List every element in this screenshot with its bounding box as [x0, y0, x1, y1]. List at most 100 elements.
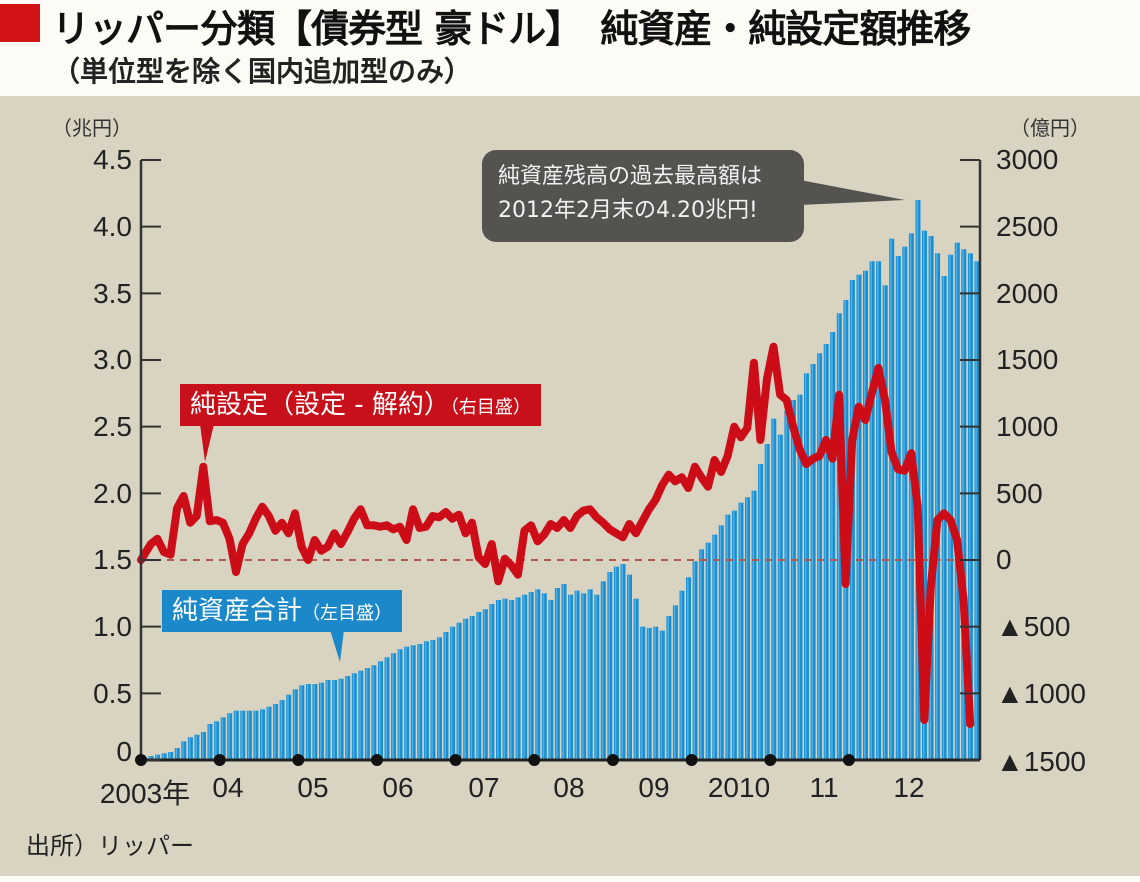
net-assets-bar [961, 249, 967, 761]
bar-highlight [582, 593, 584, 760]
net-assets-bar [161, 753, 167, 760]
bar-highlight [896, 256, 899, 760]
bar-highlight [405, 646, 407, 760]
bar-highlight [503, 598, 505, 760]
peak-callout-line2: 2012年2月末の4.20兆円! [498, 198, 758, 223]
bar-highlight [431, 640, 433, 760]
bar-highlight [654, 626, 656, 760]
bar-highlight [451, 626, 453, 760]
year-marker-dot [528, 754, 541, 766]
net-assets-bar [646, 628, 652, 760]
x-tick-label: 06 [382, 772, 414, 803]
net-assets-bar [456, 622, 462, 760]
net-assets-bar [751, 490, 757, 760]
net-assets-bar [260, 709, 265, 760]
bar-highlight [418, 644, 420, 760]
net-assets-bar [718, 525, 724, 760]
net-assets-bar [155, 754, 161, 760]
bar-highlight [516, 597, 518, 760]
left-tick-label: 1.0 [93, 611, 132, 642]
net-assets-bar [378, 661, 383, 760]
net-assets-bar [771, 418, 777, 760]
bar-highlight [706, 542, 709, 760]
net-assets-bar [535, 589, 541, 760]
net-assets-bar [541, 593, 547, 760]
net-assets-bar [967, 253, 973, 761]
net-assets-bar [869, 261, 875, 760]
x-tick-label: 11 [809, 772, 839, 803]
net-assets-bar [882, 285, 888, 760]
net-assets-bar [954, 242, 960, 760]
left-tick-label: 0.5 [93, 678, 132, 709]
bar-highlight [320, 682, 322, 760]
net-assets-bar [659, 630, 665, 760]
net-assets-bar [319, 682, 324, 760]
net-assets-bar [463, 618, 469, 760]
net-assets-bar [725, 514, 731, 760]
bar-highlight [247, 710, 250, 760]
bar-highlight [477, 612, 479, 760]
net-assets-bar [784, 410, 790, 760]
bar-highlight [818, 353, 820, 760]
net-assets-bar [384, 657, 390, 760]
net-assets-bar [856, 274, 862, 760]
net-assets-bar [391, 653, 397, 760]
bar-highlight [523, 594, 525, 760]
bar-highlight [392, 653, 394, 760]
bar-highlight [614, 566, 617, 760]
bar-highlight [575, 590, 577, 760]
bar-highlight [156, 754, 158, 760]
net-assets-bar [672, 605, 678, 760]
left-tick-label: 3.0 [93, 344, 132, 375]
peak-callout: 純資産残高の過去最高額は 2012年2月末の4.20兆円! [482, 150, 804, 242]
net-assets-bar [863, 270, 868, 760]
right-tick-label: 2000 [996, 278, 1059, 309]
bar-highlight [300, 685, 302, 760]
net-assets-bar [292, 689, 298, 760]
net-assets-bar [351, 673, 357, 760]
bar-highlight [759, 464, 761, 760]
bar-highlight [333, 680, 335, 760]
net-assets-bar [948, 254, 954, 760]
bar-highlight [962, 249, 964, 761]
bar-highlight [785, 410, 787, 760]
net-assets-bar [332, 680, 338, 760]
net-assets-bar [214, 721, 220, 760]
peak-callout-pointer [800, 180, 905, 205]
net-assets-bar [397, 649, 403, 760]
bar-highlight [877, 261, 879, 760]
bar-highlight [182, 741, 184, 760]
net-assets-bar [679, 590, 685, 760]
bar-highlight [149, 756, 151, 760]
net-assets-legend-callout: 純資産合計（左目盛） [162, 590, 403, 632]
net-assets-bar [240, 710, 246, 760]
net-assets-bar [764, 444, 770, 760]
net-assets-bar [699, 549, 705, 760]
bar-highlight [660, 630, 663, 760]
right-tick-label: 2500 [996, 211, 1059, 242]
bar-highlight [234, 710, 237, 760]
bar-highlight [569, 594, 571, 760]
bar-highlight [188, 737, 191, 760]
bar-highlight [713, 534, 715, 760]
bar-highlight [261, 709, 263, 760]
net-assets-bar [299, 685, 305, 760]
bar-highlight [837, 313, 840, 760]
bar-highlight [746, 497, 748, 760]
bar-highlight [444, 632, 446, 760]
bar-highlight [208, 724, 210, 760]
bar-highlight [306, 684, 309, 760]
bar-highlight [588, 589, 591, 760]
right-tick-label: ▲1500 [996, 746, 1087, 777]
bar-highlight [595, 594, 597, 760]
net-assets-bar [600, 581, 606, 760]
bar-highlight [975, 261, 977, 760]
net-assets-bar [364, 668, 370, 760]
bar-highlight [805, 373, 807, 760]
net-assets-bar [227, 713, 233, 760]
net-assets-bar [587, 589, 593, 760]
bar-highlight [628, 574, 630, 760]
net-assets-bar [207, 724, 213, 760]
net-assets-bar [246, 710, 252, 760]
